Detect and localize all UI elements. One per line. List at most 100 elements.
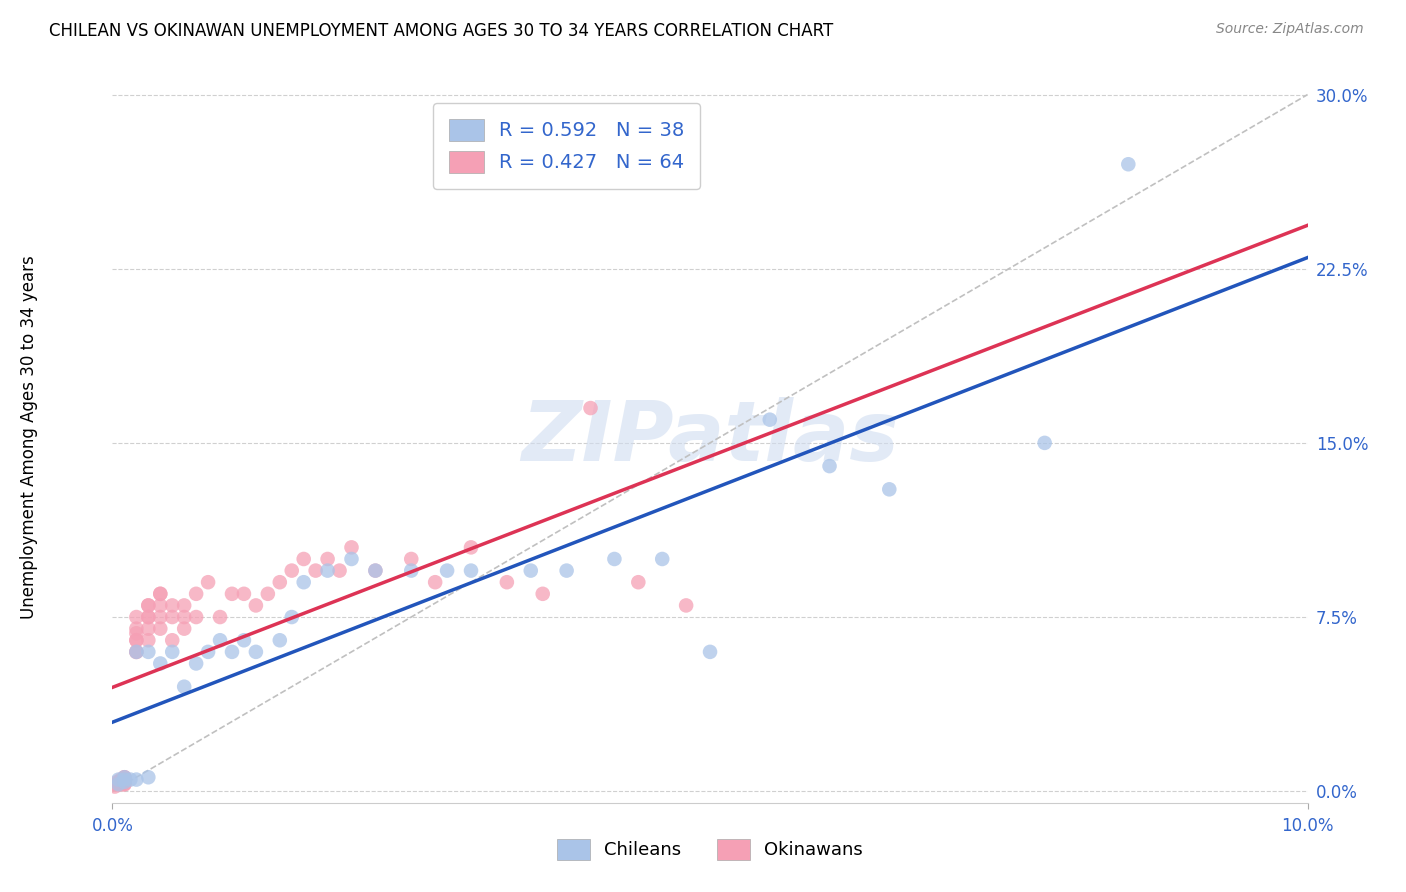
Point (496, 575, 519, 590)
Point (699, 645, 721, 659)
Point (162, 610, 183, 624)
Point (173, 622, 195, 636)
Point (316, 564, 339, 578)
Point (401, 564, 423, 578)
Point (114, 775, 135, 789)
Point (125, 645, 148, 659)
Point (107, 777, 129, 791)
Point (197, 645, 219, 659)
Point (105, 775, 128, 789)
Point (149, 610, 172, 624)
Point (125, 622, 148, 636)
Point (269, 575, 291, 590)
Point (340, 552, 363, 566)
Point (281, 564, 304, 578)
Point (114, 772, 135, 787)
Text: ZIPatlas: ZIPatlas (522, 397, 898, 477)
Point (460, 541, 482, 555)
Point (316, 552, 339, 566)
Point (138, 610, 160, 624)
Point (281, 610, 304, 624)
Point (186, 587, 208, 601)
Point (114, 777, 135, 791)
Point (197, 575, 219, 590)
Point (531, 587, 554, 601)
Point (305, 564, 328, 578)
Point (114, 775, 135, 789)
Point (460, 564, 482, 578)
Point (114, 770, 135, 784)
Point (292, 552, 315, 566)
Text: Source: ZipAtlas.com: Source: ZipAtlas.com (1216, 22, 1364, 37)
Point (138, 622, 160, 636)
Point (149, 599, 172, 613)
Point (125, 610, 148, 624)
Point (436, 564, 458, 578)
Point (125, 772, 148, 787)
Point (329, 564, 352, 578)
Point (114, 777, 135, 791)
Point (1118, 157, 1140, 171)
Point (138, 599, 160, 613)
Point (173, 680, 195, 694)
Text: Unemployment Among Ages 30 to 34 years: Unemployment Among Ages 30 to 34 years (20, 255, 38, 619)
Point (245, 599, 267, 613)
Point (425, 575, 447, 590)
Point (364, 564, 387, 578)
Point (186, 610, 208, 624)
Point (675, 599, 697, 613)
Point (292, 575, 315, 590)
Point (221, 587, 243, 601)
Point (138, 770, 160, 784)
Point (125, 626, 148, 640)
Point (104, 780, 127, 794)
Point (555, 564, 578, 578)
Point (186, 657, 208, 671)
Point (627, 575, 650, 590)
Point (162, 633, 183, 648)
Point (138, 599, 160, 613)
Point (125, 645, 148, 659)
Point (120, 772, 142, 787)
Legend: Chileans, Okinawans: Chileans, Okinawans (550, 831, 870, 867)
Point (340, 541, 363, 555)
Point (209, 633, 232, 648)
Point (114, 770, 135, 784)
Point (173, 599, 195, 613)
Point (233, 587, 256, 601)
Point (149, 587, 172, 601)
Point (149, 622, 172, 636)
Point (149, 587, 172, 601)
Point (603, 552, 626, 566)
Point (879, 483, 901, 497)
Point (114, 770, 135, 784)
Point (138, 645, 160, 659)
Point (138, 633, 160, 648)
Point (245, 645, 267, 659)
Point (209, 610, 232, 624)
Point (651, 552, 673, 566)
Point (257, 587, 280, 601)
Point (108, 775, 131, 789)
Point (221, 645, 243, 659)
Point (1033, 436, 1056, 450)
Point (162, 645, 183, 659)
Point (114, 772, 135, 787)
Point (111, 777, 134, 791)
Point (149, 657, 172, 671)
Point (107, 777, 129, 791)
Point (759, 412, 782, 426)
Point (114, 772, 135, 787)
Point (125, 633, 148, 648)
Point (818, 459, 841, 474)
Point (105, 777, 128, 791)
Point (125, 633, 148, 648)
Point (107, 772, 129, 787)
Point (110, 772, 132, 787)
Point (233, 633, 256, 648)
Point (364, 564, 387, 578)
Point (579, 401, 602, 415)
Point (520, 564, 543, 578)
Point (125, 645, 148, 659)
Point (401, 552, 423, 566)
